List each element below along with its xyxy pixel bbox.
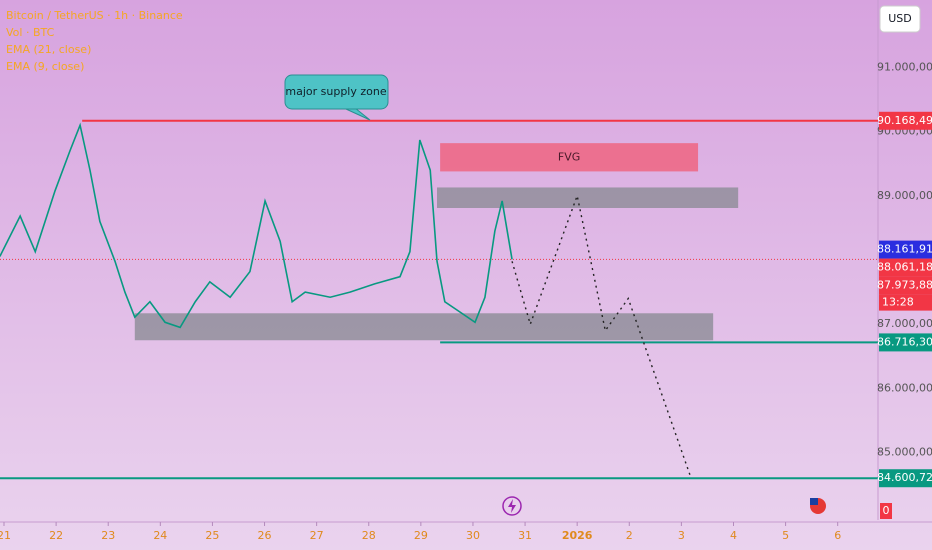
countdown: 13:28 — [882, 296, 914, 309]
y-tick-label: 86.000,00 — [877, 381, 932, 394]
x-tick-label: 26 — [258, 529, 272, 542]
x-tick-label: 4 — [730, 529, 737, 542]
y-tick-label: 87.000,00 — [877, 317, 932, 330]
zone — [440, 143, 699, 172]
header-text: EMA (21, close) — [6, 43, 91, 56]
event-icon[interactable] — [502, 496, 522, 516]
header-text: EMA (9, close) — [6, 60, 84, 73]
flag-canton — [810, 498, 818, 505]
level-badge — [879, 111, 932, 130]
countdown-badge — [879, 294, 932, 311]
x-tick-label: 27 — [310, 529, 324, 542]
level-label: 88.061,18 — [877, 261, 932, 274]
level-label: 87.973,88 — [877, 279, 932, 292]
x-tick-label: 31 — [518, 529, 532, 542]
level-label: 84.600,72 — [877, 471, 932, 484]
x-tick-label: 2 — [626, 529, 633, 542]
header-text: Vol · BTC — [6, 26, 55, 39]
currency: USD — [888, 12, 912, 25]
level-badge — [879, 469, 932, 488]
zone-label: FVG — [558, 150, 580, 163]
callout — [284, 74, 389, 110]
header-text: Bitcoin / TetherUS · 1h · Binance — [6, 9, 183, 22]
x-tick-label: 22 — [49, 529, 63, 542]
price-line — [0, 122, 513, 329]
zone — [437, 187, 739, 208]
volume-badge — [880, 503, 892, 519]
x-tick-label: 5 — [782, 529, 789, 542]
x-tick-label: 24 — [153, 529, 167, 542]
x-tick-label: 23 — [101, 529, 115, 542]
y-tick-label: 89.000,00 — [877, 189, 932, 202]
volume-label: 0 — [883, 504, 890, 517]
level-badge — [879, 258, 932, 277]
projection-path — [511, 193, 691, 476]
x-tick-label: 28 — [362, 529, 376, 542]
currency-button[interactable] — [879, 5, 921, 33]
y-tick-label: 85.000,00 — [877, 446, 932, 459]
zone — [134, 313, 714, 341]
level-label: 90.168,49 — [877, 114, 932, 127]
x-tick-label: 29 — [414, 529, 428, 542]
x-tick-label: 25 — [205, 529, 219, 542]
x-tick-label: 3 — [678, 529, 685, 542]
y-tick-label: 91.000,00 — [877, 60, 932, 73]
level-label: 86.716,30 — [877, 335, 932, 348]
level-badge — [879, 333, 932, 352]
x-tick-label: 6 — [834, 529, 841, 542]
level-label: 88.161,91 — [877, 243, 932, 256]
event-bolt — [508, 499, 516, 513]
x-tick-label: 21 — [0, 529, 11, 542]
x-tick-label: 2026 — [562, 529, 593, 542]
annotation: major supply zone — [285, 85, 386, 98]
level-badge — [879, 240, 932, 259]
level-badge — [879, 276, 932, 295]
x-tick-label: 30 — [466, 529, 480, 542]
